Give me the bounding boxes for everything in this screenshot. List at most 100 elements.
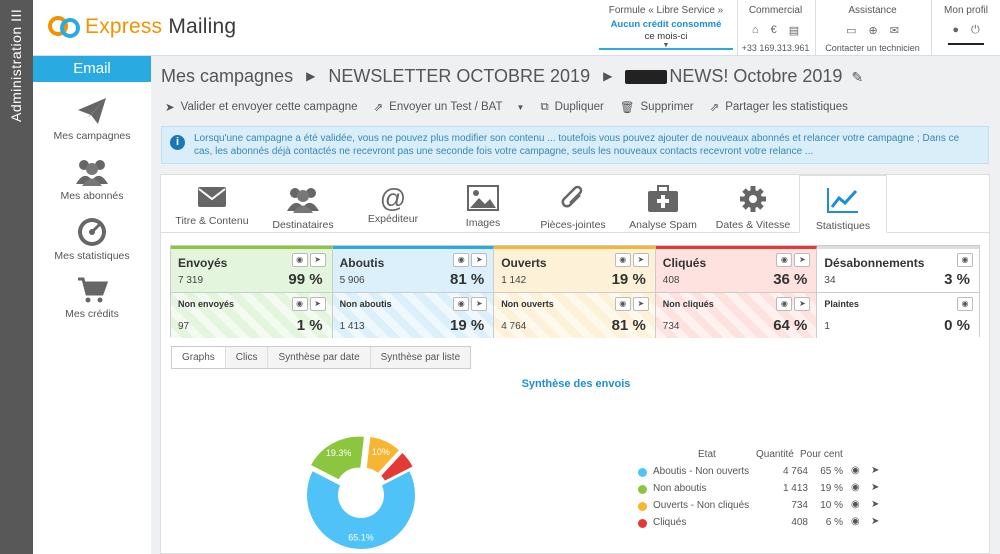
stat-qty: 1 142 [501,275,527,286]
eye-icon[interactable]: ◉ [291,253,308,267]
sidebar-item-campaigns[interactable]: Mes campagnes [33,96,151,142]
legend-name: Non aboutis [653,483,707,494]
send-icon[interactable]: ➤ [871,499,880,510]
document-icon[interactable]: ▤ [788,25,800,37]
tab-sender[interactable]: @ Expéditeur [349,175,437,232]
home-icon[interactable]: ⌂ [751,24,759,36]
caret-down-icon[interactable]: ▼ [516,102,525,112]
legend-header-state: Etat [698,449,716,460]
eye-icon[interactable]: ◉ [453,297,470,311]
euro-icon[interactable]: € [770,24,777,36]
line-chart-icon [827,188,858,213]
tab-statistics[interactable]: Statistiques [799,175,887,233]
paper-plane-icon [78,98,106,124]
info-icon: i [170,135,185,150]
send-icon[interactable]: ➤ [794,253,811,267]
info-text: Lorsqu'une campagne a été validée, vous … [194,133,960,157]
duplicate-button[interactable]: ⧉ Dupliquer [540,100,604,114]
video-icon[interactable]: ▭ [846,25,857,37]
breadcrumb-root[interactable]: Mes campagnes [161,66,294,86]
eye-icon[interactable]: ◉ [291,297,308,311]
mail-icon[interactable]: ✉ [889,25,899,37]
sidebar-item-statistics[interactable]: Mes statistiques [33,216,151,262]
stat-qty: 34 [824,275,836,286]
email-tab[interactable]: Email [33,56,151,82]
profile-section: Mon profil ● ⏻ [931,0,1000,56]
sidebar-item-subscribers[interactable]: Mes abonnés [33,156,151,202]
profile-title: Mon profil [944,5,988,16]
delete-button[interactable]: 🗑 Supprimer [619,101,694,114]
send-test-button[interactable]: ⇗ Envoyer un Test / BAT ▼ [373,101,525,114]
support-icon[interactable]: ⊕ [868,25,878,37]
legend-name: Cliqués [653,517,687,528]
subtab-summary-date[interactable]: Synthèse par date [268,347,371,368]
validate-button[interactable]: ➤ Valider et envoyer cette campagne [165,101,358,114]
send-icon[interactable]: ➤ [871,465,880,476]
pencil-icon[interactable]: ✎ [851,69,864,85]
tab-label: Destinataires [272,219,334,231]
tab-attachments[interactable]: Pièces-jointes [529,175,617,232]
breadcrumb-folder[interactable]: NEWSLETTER OCTOBRE 2019 [328,66,591,86]
stat-not-clicked: Non cliqués ◉ ➤ 734 64 % [655,292,818,338]
stat-opened: Ouverts ◉ ➤ 1 142 19 % [494,246,656,292]
subtab-graphs[interactable]: Graphs [172,347,226,368]
contact-technician-link[interactable]: Contacter un technicien [825,43,920,53]
legend-quantity: 734 [791,500,808,511]
eye-icon[interactable]: ◉ [851,482,860,493]
send-icon[interactable]: ➤ [471,297,488,311]
commercial-phone[interactable]: +33 169.313.961 [741,43,810,53]
eye-icon[interactable]: ◉ [614,297,631,311]
sidebar-item-credits[interactable]: Mes crédits [33,276,151,320]
stat-label: Envoyés [178,256,228,270]
send-icon[interactable]: ➤ [309,297,326,311]
eye-icon[interactable]: ◉ [614,253,631,267]
send-icon[interactable]: ➤ [309,253,326,267]
stat-label: Aboutis [339,256,385,270]
send-icon[interactable]: ➤ [471,253,488,267]
envelope-icon [198,187,226,207]
tab-spam-analysis[interactable]: Analyse Spam [619,175,707,232]
send-icon[interactable]: ➤ [794,297,811,311]
send-icon[interactable]: ➤ [871,516,880,527]
pie-slice[interactable] [305,468,417,550]
eye-icon[interactable]: ◉ [957,297,973,311]
formule-credit: Aucun crédit consommé [610,19,722,30]
admin-sidebar-toggle[interactable]: Administration III [0,0,33,554]
pie-slice[interactable] [364,434,402,476]
legend-row: Aboutis - Non ouverts 4 764 65 % ◉ ➤ [638,465,898,481]
share-stats-button[interactable]: ⇗ Partager les statistiques [709,101,848,114]
eye-icon[interactable]: ◉ [776,297,793,311]
stat-pct: 81 % [449,271,485,288]
commercial-title: Commercial [748,5,803,16]
eye-icon[interactable]: ◉ [851,516,860,527]
eye-icon[interactable]: ◉ [851,499,860,510]
power-icon[interactable]: ⏻ [970,24,980,36]
send-icon: ➤ [165,102,175,114]
tab-dates-speed[interactable]: Dates & Vitesse [709,175,797,232]
at-icon: @ [379,183,407,213]
eye-icon[interactable]: ◉ [851,465,860,476]
send-icon[interactable]: ➤ [632,297,649,311]
tab-images[interactable]: Images [439,175,527,232]
eye-icon[interactable]: ◉ [776,253,793,267]
tab-content[interactable]: Titre & Contenu [167,175,257,232]
legend-quantity: 1 413 [782,483,808,494]
stat-pct: 64 % [773,317,808,334]
subtab-clicks[interactable]: Clics [226,347,269,368]
pie-slice[interactable] [308,434,367,482]
send-icon[interactable]: ➤ [871,482,880,493]
formule-section[interactable]: Formule « Libre Service » Aucun crédit c… [595,0,737,56]
pie-slice[interactable] [378,450,416,484]
gear-icon [740,186,766,212]
tab-label: Statistiques [815,220,871,232]
tab-label: Expéditeur [367,213,419,225]
logo[interactable]: Express Mailing [47,12,236,42]
tab-recipients[interactable]: Destinataires [259,175,347,232]
send-icon[interactable]: ➤ [632,253,649,267]
subtab-summary-list[interactable]: Synthèse par liste [380,352,461,363]
user-icon[interactable]: ● [952,24,959,36]
legend-dot [638,485,647,494]
eye-icon[interactable]: ◉ [453,253,470,267]
assistance-title: Assistance [848,5,897,16]
eye-icon[interactable]: ◉ [957,253,973,267]
